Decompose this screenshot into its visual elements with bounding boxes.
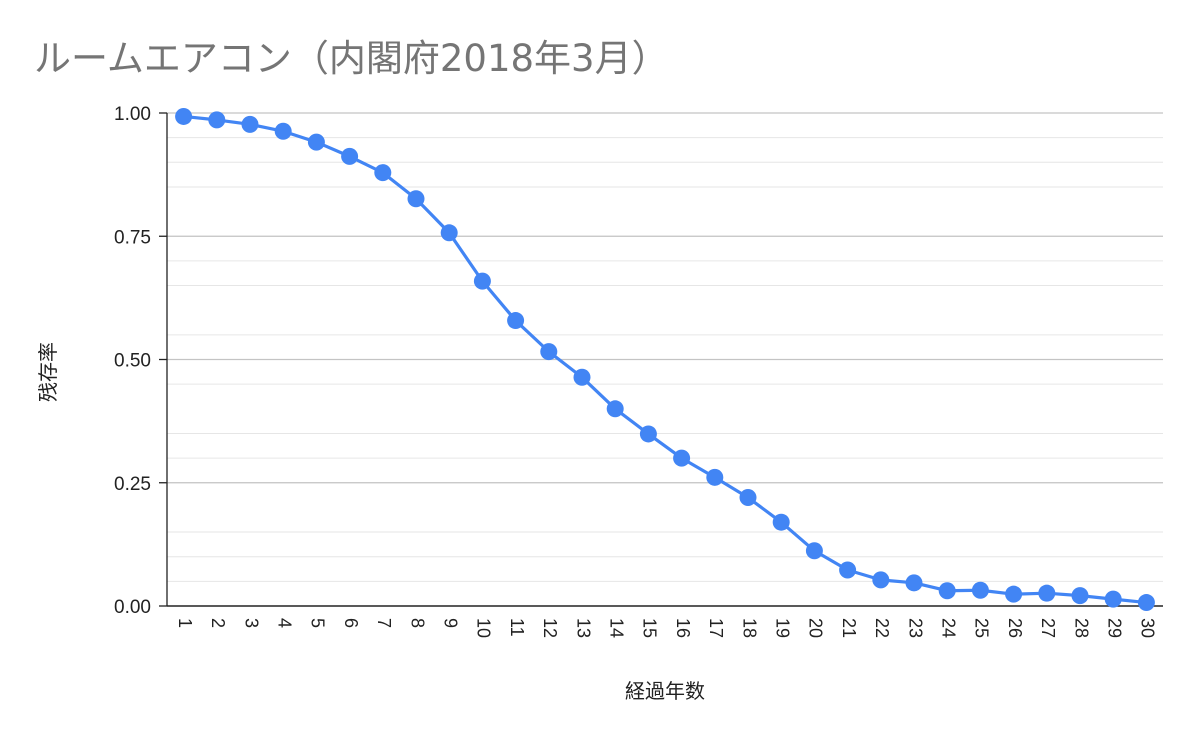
y-tick-label: 0.00 <box>114 597 151 618</box>
x-tick-label: 10 <box>474 618 494 638</box>
data-point <box>274 122 292 140</box>
x-tick-label: 15 <box>640 618 660 638</box>
y-tick-label: 0.75 <box>114 227 151 248</box>
data-point <box>208 111 226 129</box>
data-point <box>706 468 724 486</box>
y-axis-label: 残存率 <box>36 342 60 402</box>
x-tick-label: 12 <box>540 618 560 638</box>
x-tick-label: 28 <box>1071 618 1091 638</box>
x-tick-label: 30 <box>1138 618 1158 638</box>
x-tick-label: 6 <box>341 618 361 628</box>
x-tick-label: 18 <box>739 618 759 638</box>
x-tick-label: 5 <box>308 618 328 628</box>
data-point <box>507 312 525 330</box>
x-tick-labels: 1 2 3 4 5 6 7 8 9 10 11 12 13 14 15 16 17 18 19 20 21 22 23 24 2… <box>175 618 1158 638</box>
x-tick-label: 14 <box>606 618 626 638</box>
gridlines <box>167 112 1163 582</box>
x-tick-label: 13 <box>573 618 593 638</box>
x-tick-label: 3 <box>241 618 261 628</box>
data-point <box>739 489 757 507</box>
x-tick-label: 9 <box>440 618 460 628</box>
x-tick-label: 2 <box>208 618 228 628</box>
x-tick-label: 25 <box>972 618 992 638</box>
x-tick-label: 24 <box>938 618 958 638</box>
data-point <box>1038 584 1056 602</box>
x-tick-label: 23 <box>905 618 925 638</box>
data-point <box>440 224 458 242</box>
data-point <box>374 164 392 182</box>
data-point <box>341 147 359 165</box>
x-tick-label: 7 <box>374 618 394 628</box>
x-tick-label: 19 <box>772 618 792 638</box>
data-point <box>772 513 790 531</box>
data-point <box>971 581 989 599</box>
data-point <box>639 425 657 443</box>
data-point <box>175 107 193 125</box>
x-tick-label: 11 <box>507 618 527 637</box>
data-point <box>673 449 691 467</box>
data-point <box>805 542 823 560</box>
data-point <box>540 343 558 361</box>
x-tick-label: 8 <box>407 618 427 628</box>
x-tick-label: 20 <box>806 618 826 638</box>
data-point <box>905 574 923 592</box>
data-point <box>1137 594 1155 612</box>
data-point <box>407 190 425 208</box>
data-point <box>307 133 325 151</box>
data-point <box>839 561 857 579</box>
x-axis-label: 経過年数 <box>625 679 705 703</box>
data-point <box>938 582 956 600</box>
data-point <box>1104 590 1122 608</box>
data-point <box>241 115 259 133</box>
y-tick-label: 0.50 <box>114 351 151 372</box>
x-tick-label: 26 <box>1005 618 1025 638</box>
y-tick-labels: 0.00 0.25 0.50 0.75 1.00 <box>114 104 167 618</box>
data-point <box>1005 585 1023 603</box>
x-tick-label: 17 <box>706 618 726 638</box>
x-tick-label: 29 <box>1104 618 1124 638</box>
x-tick-label: 1 <box>175 618 195 628</box>
data-point <box>473 272 491 290</box>
x-tick-label: 16 <box>673 618 693 638</box>
data-series <box>175 107 1155 612</box>
data-point <box>872 571 890 589</box>
data-point <box>573 368 591 386</box>
chart-title: ルームエアコン（内閣府2018年3月） <box>34 37 669 80</box>
x-tick-label: 4 <box>274 618 294 628</box>
y-tick-label: 0.25 <box>114 474 151 495</box>
x-tick-label: 22 <box>872 618 892 638</box>
data-point <box>606 400 624 418</box>
y-tick-label: 1.00 <box>114 104 151 125</box>
x-tick-label: 21 <box>839 618 859 638</box>
data-point <box>1071 587 1089 605</box>
x-tick-label: 27 <box>1038 618 1058 638</box>
